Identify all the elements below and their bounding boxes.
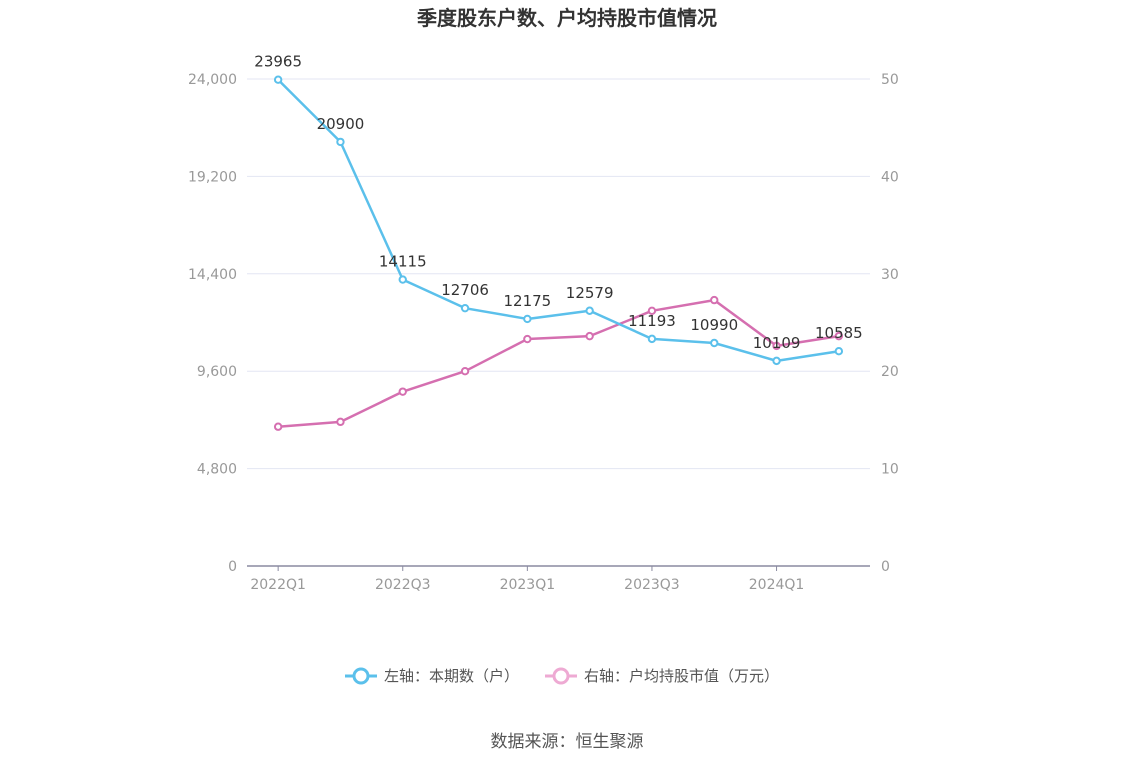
data-point-avg-holding-value (772, 341, 781, 351)
data-label-households: 11193 (628, 312, 676, 330)
data-point-households (523, 314, 532, 324)
data-point-households (460, 303, 470, 313)
series-line-households (277, 78, 840, 363)
y-left-tick-label: 24,000 (188, 72, 237, 88)
x-tick-label: 2024Q1 (749, 577, 805, 593)
data-label-households: 20900 (317, 115, 365, 133)
data-label-households: 12175 (503, 292, 551, 310)
series (273, 75, 844, 431)
legend-symbol-avg-holding-value (552, 667, 570, 685)
legend-symbol-households (352, 667, 370, 685)
x-tick-label: 2022Q3 (375, 577, 431, 593)
data-point-households (647, 334, 657, 344)
x-tick-label: 2023Q3 (624, 577, 680, 593)
y-left-tick-label: 9,600 (197, 364, 237, 380)
data-point-avg-holding-value (585, 331, 594, 341)
source-note: 数据来源：恒生聚源 (491, 732, 644, 752)
data-point-households (398, 275, 407, 284)
data-labels: 23965 20900 14115 12706 12175 12579 11193 10990… (254, 53, 862, 352)
data-label-households: 12579 (566, 284, 614, 302)
data-label-households: 10109 (753, 334, 801, 352)
data-label-households: 12706 (441, 281, 489, 299)
data-point-avg-holding-value (834, 331, 844, 341)
x-tick-label: 2023Q1 (500, 577, 556, 593)
data-point-avg-holding-value (523, 334, 532, 344)
data-point-households (585, 306, 594, 315)
grid (247, 78, 870, 470)
data-point-avg-holding-value (336, 417, 345, 427)
y-left-tick-label: 0 (228, 559, 237, 575)
legend-label-avg-holding-value: 右轴：户均持股市值（万元） (584, 667, 779, 685)
chart-title: 季度股东户数、户均持股市值情况 (416, 6, 717, 30)
data-point-households (834, 347, 844, 356)
y-right-tick-label: 30 (881, 267, 899, 283)
data-point-avg-holding-value (460, 367, 470, 376)
data-point-avg-holding-value (710, 295, 719, 305)
data-point-avg-holding-value (273, 422, 283, 431)
y-left-tick-label: 14,400 (188, 267, 237, 283)
y-right-tick-label: 10 (881, 462, 899, 478)
y-right-tick-label: 40 (881, 169, 899, 185)
y-right-tick-label: 50 (881, 72, 899, 88)
y-right-tick-label: 0 (881, 559, 890, 575)
data-point-avg-holding-value (647, 306, 657, 316)
data-label-households: 10585 (815, 324, 863, 342)
y-left-tick-label: 19,200 (188, 169, 237, 185)
legend-label-households: 左轴：本期数（户） (384, 667, 519, 685)
data-label-households: 10990 (690, 316, 738, 334)
legend[interactable]: 左轴：本期数（户） 右轴：户均持股市值（万元） (345, 667, 779, 685)
data-label-households: 14115 (379, 253, 427, 271)
y-right-tick-label: 20 (881, 364, 899, 380)
data-point-households (772, 356, 781, 366)
data-point-households (336, 137, 345, 147)
data-label-households: 23965 (254, 53, 302, 71)
axes: 0 0 4,800 10 9,600 20 14,400 30 19,200 40 24,000 50… (188, 72, 899, 593)
data-point-households (710, 338, 719, 348)
series-line-avg-holding-value (278, 298, 840, 428)
y-left-tick-label: 4,800 (197, 462, 237, 478)
data-point-avg-holding-value (398, 387, 407, 396)
data-point-households (273, 75, 283, 84)
x-tick-label: 2022Q1 (250, 577, 306, 593)
